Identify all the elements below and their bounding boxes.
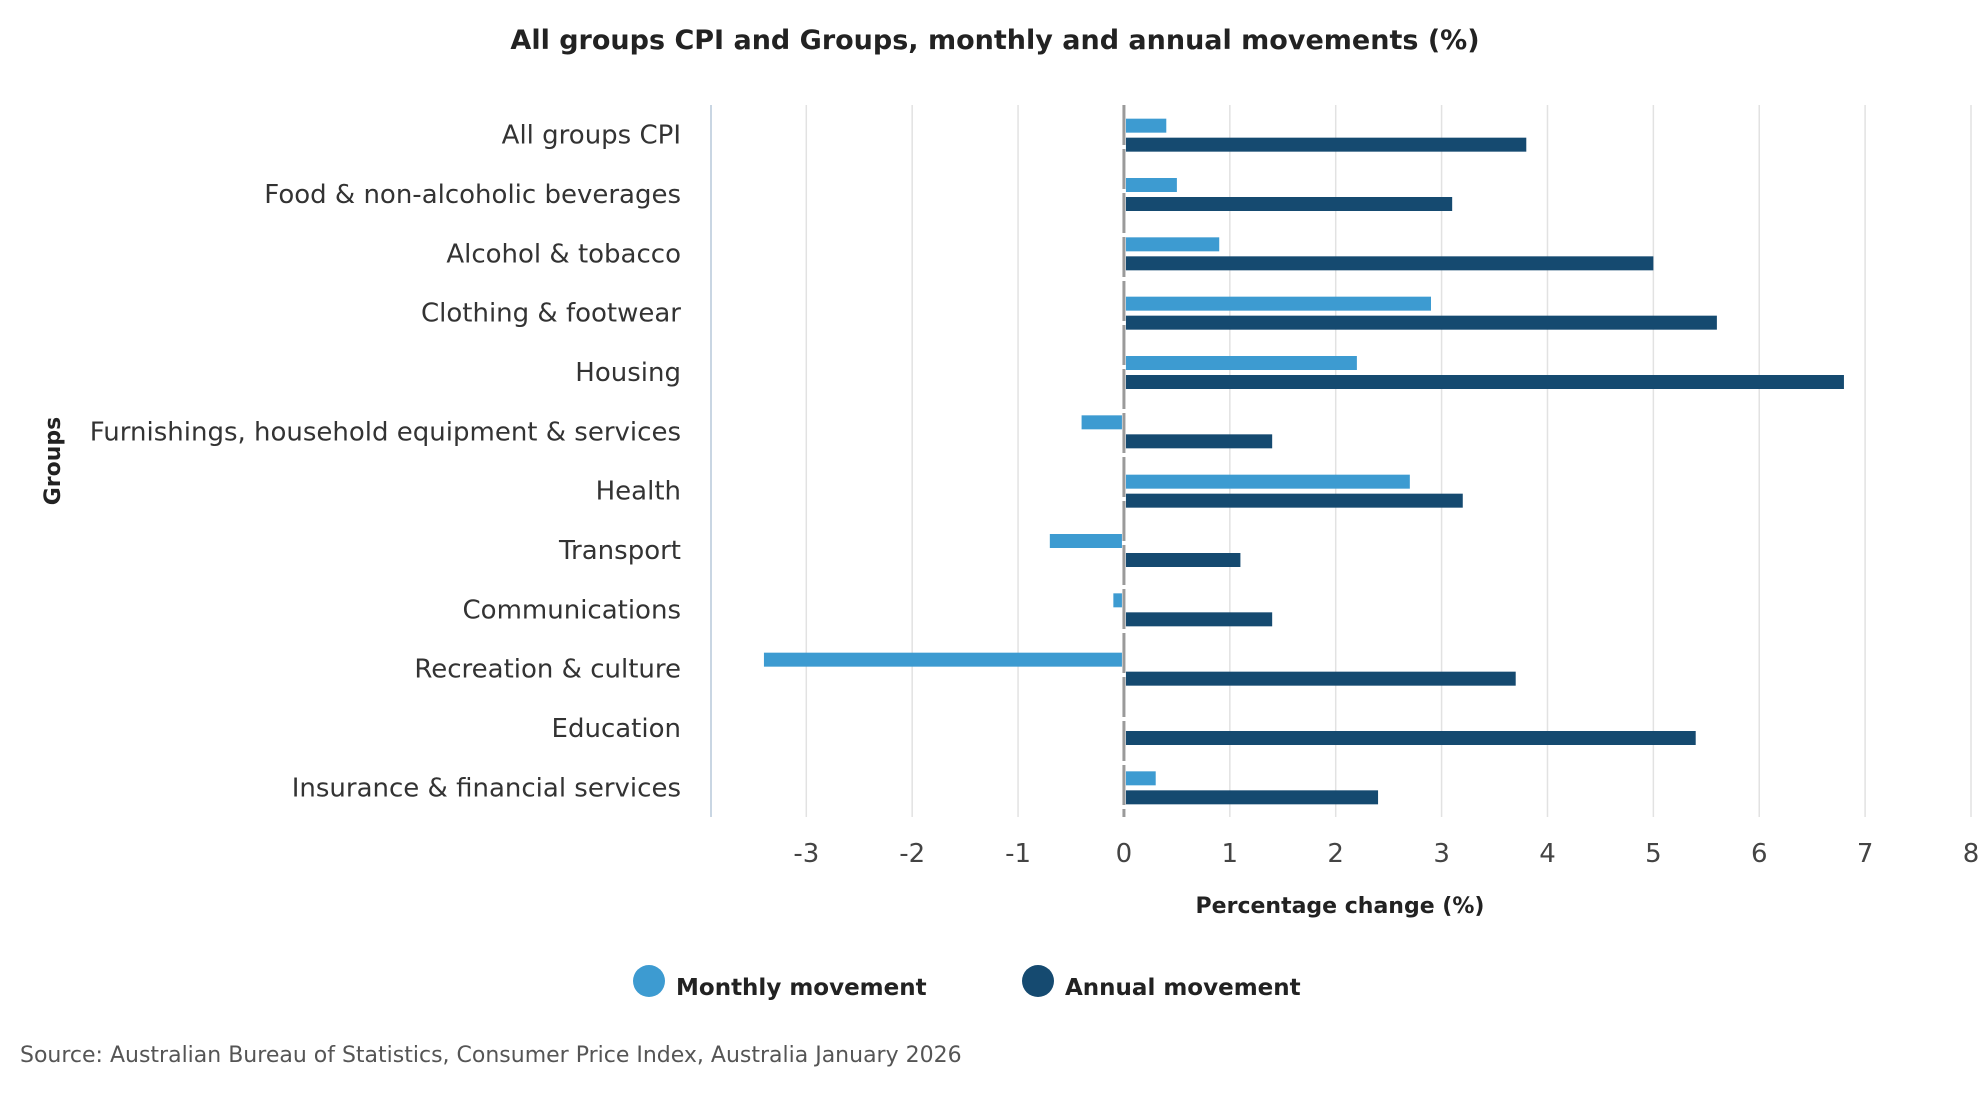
chart-title: All groups CPI and Groups, monthly and a… <box>510 25 1479 56</box>
legend-item-annual[interactable]: Annual movement <box>1022 965 1301 1001</box>
category-label: Health <box>596 477 681 507</box>
legend-marker-monthly <box>633 965 665 997</box>
bars <box>763 118 1844 805</box>
legend-item-monthly[interactable]: Monthly movement <box>633 965 927 1001</box>
bar-monthly <box>1125 178 1177 192</box>
category-label: Clothing & footwear <box>421 299 681 329</box>
bar-annual <box>1125 493 1463 508</box>
bar-monthly <box>1081 415 1122 430</box>
bar-annual <box>1125 434 1273 449</box>
category-label: Transport <box>558 536 681 566</box>
category-label: All groups CPI <box>502 121 681 151</box>
gridlines <box>710 105 1972 817</box>
source-note: Source: Australian Bureau of Statistics,… <box>20 1043 962 1068</box>
x-tick-labels: -3 -2 -1 0 1 2 3 4 5 6 7 8 <box>793 839 1979 869</box>
x-tick-label: -3 <box>793 839 819 869</box>
y-axis-title: Groups <box>41 417 66 506</box>
bar-annual <box>1125 315 1717 330</box>
x-tick-label: -2 <box>899 839 925 869</box>
bar-annual <box>1125 790 1379 805</box>
x-tick-label: 8 <box>1963 839 1980 869</box>
bar-annual <box>1125 671 1516 686</box>
bar-monthly <box>1049 534 1122 548</box>
category-labels: All groups CPI Food & non-alcoholic bever… <box>90 121 682 804</box>
bar-annual <box>1125 612 1273 627</box>
bar-annual <box>1125 553 1241 567</box>
bar-annual <box>1125 731 1696 745</box>
bar-annual <box>1125 375 1844 389</box>
category-label: Food & non-alcoholic beverages <box>264 180 681 210</box>
bar-annual <box>1125 137 1527 152</box>
x-tick-label: 7 <box>1857 839 1874 869</box>
category-label: Communications <box>463 595 681 625</box>
bar-monthly <box>763 652 1122 667</box>
bar-annual <box>1125 197 1453 211</box>
x-tick-label: 5 <box>1645 839 1662 869</box>
x-tick-label: 0 <box>1116 839 1133 869</box>
category-label: Housing <box>575 358 681 388</box>
x-axis-title: Percentage change (%) <box>1196 894 1485 919</box>
bar-monthly <box>1125 237 1220 252</box>
category-label: Recreation & culture <box>414 655 681 685</box>
x-tick-label: 1 <box>1222 839 1239 869</box>
x-tick-label: 3 <box>1433 839 1450 869</box>
bar-monthly <box>1125 296 1431 311</box>
bar-monthly <box>1125 474 1410 489</box>
x-tick-label: 2 <box>1327 839 1344 869</box>
x-tick-label: 4 <box>1539 839 1556 869</box>
bar-monthly <box>1113 593 1122 608</box>
category-label: Furnishings, household equipment & servi… <box>90 417 681 447</box>
x-tick-label: 6 <box>1751 839 1768 869</box>
bar-monthly <box>1125 771 1156 786</box>
category-label: Education <box>552 714 681 744</box>
legend-label-monthly: Monthly movement <box>676 975 927 1001</box>
legend: Monthly movement Annual movement <box>633 965 1301 1001</box>
bar-monthly <box>1125 118 1167 133</box>
bar-annual <box>1125 256 1654 271</box>
bar-monthly <box>1125 356 1357 370</box>
category-label: Alcohol & tobacco <box>446 239 681 269</box>
legend-marker-annual <box>1022 965 1054 997</box>
category-label: Insurance & financial services <box>292 773 681 803</box>
legend-label-annual: Annual movement <box>1065 975 1301 1001</box>
x-tick-label: -1 <box>1005 839 1031 869</box>
